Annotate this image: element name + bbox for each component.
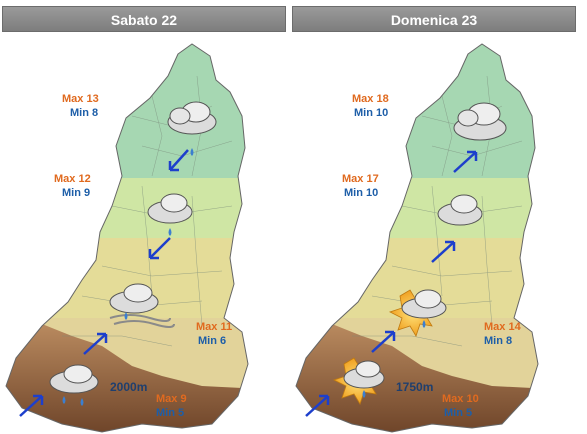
max-temp: Max 18 [352, 93, 389, 105]
mountain-area [296, 324, 538, 432]
fog-icon [109, 314, 175, 328]
day-panel-sunday: Domenica 23 [292, 6, 576, 433]
region-map [5, 43, 249, 433]
day-title: Sabato 22 [2, 6, 286, 32]
min-temp: Min 8 [70, 107, 99, 119]
wind-arrow-icon [148, 237, 171, 260]
wind-arrow-icon [431, 240, 456, 263]
cloud-icon [167, 101, 217, 135]
zones [6, 44, 248, 432]
cloud-icon [453, 102, 507, 141]
zones [296, 44, 538, 432]
zone-north [296, 44, 538, 178]
cloud-icon [437, 194, 483, 226]
max-temp: Max 11 [196, 321, 233, 333]
rain-drop-icon [62, 396, 66, 404]
mountain-area [6, 324, 248, 432]
region-outline [295, 43, 539, 433]
max-temp: Max 14 [484, 321, 521, 333]
region-outline [5, 43, 249, 433]
min-temp: Min 5 [156, 407, 185, 419]
wind-arrow-icon [371, 330, 396, 353]
rain-drop-icon [80, 398, 84, 406]
wind-arrow-icon [168, 149, 189, 172]
min-temp: Min 10 [344, 187, 379, 199]
rain-drop-icon [190, 148, 194, 156]
min-temp: Min 10 [354, 107, 389, 119]
wind-arrow-icon [305, 394, 330, 417]
wind-arrow-icon [83, 332, 108, 355]
min-temp: Min 5 [444, 407, 473, 419]
max-temp: Max 17 [342, 173, 379, 185]
region-map [295, 43, 539, 433]
wind-arrow-icon [19, 394, 44, 417]
min-temp: Min 8 [484, 335, 513, 347]
min-temp: Min 6 [198, 335, 227, 347]
rain-drop-icon [124, 312, 128, 320]
cloud-icon [343, 360, 385, 389]
cloud-icon [49, 364, 99, 394]
rain-drop-icon [422, 320, 426, 328]
min-temp: Min 9 [62, 187, 91, 199]
max-temp: Max 13 [62, 93, 99, 105]
wind-arrow-icon [453, 150, 478, 173]
day-title: Domenica 23 [292, 6, 576, 32]
rain-drop-icon [168, 228, 172, 236]
altitude-label: 1750m [396, 380, 434, 394]
rain-drop-icon [362, 390, 366, 398]
cloud-icon [109, 283, 159, 314]
day-panel-saturday: Sabato 22 [2, 6, 286, 433]
cloud-icon [147, 193, 193, 224]
max-temp: Max 10 [442, 393, 479, 405]
cloud-icon [401, 289, 447, 319]
max-temp: Max 9 [156, 393, 187, 405]
zone-north [6, 44, 248, 178]
max-temp: Max 12 [54, 173, 91, 185]
altitude-label: 2000m [110, 380, 148, 394]
